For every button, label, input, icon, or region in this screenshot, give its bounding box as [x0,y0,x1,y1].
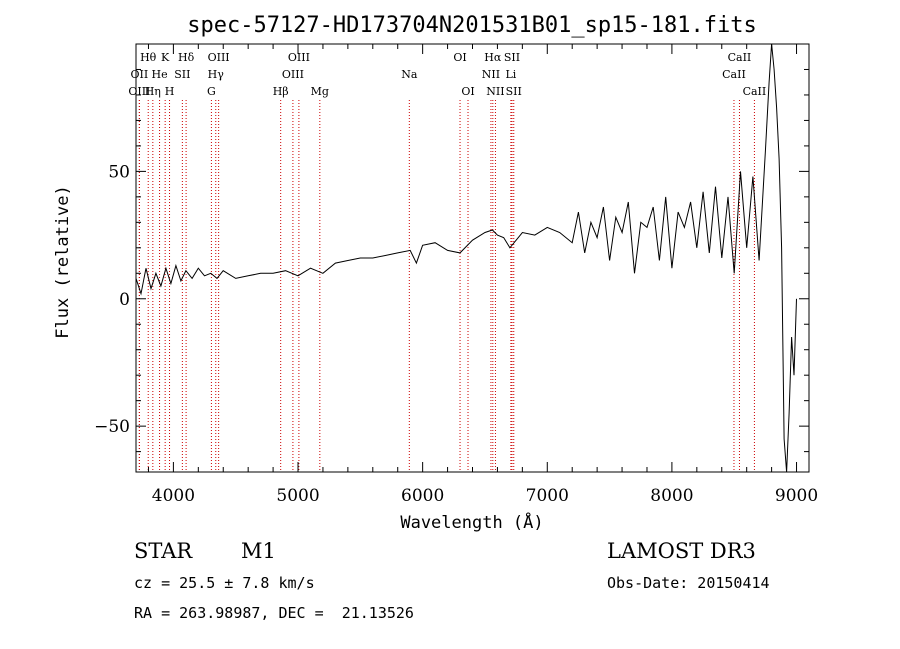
flux-series-line [135,43,797,473]
spectral-line-label: SII [174,68,190,81]
y-axis: 50 0 −50 [94,68,809,453]
spectral-line-label: Hβ [273,85,289,98]
spectral-line-label: OIII [128,85,150,98]
y-tick-label: −50 [94,417,130,437]
spectral-line-label: He [152,68,168,81]
x-axis: 4000 5000 6000 7000 8000 9000 [147,44,818,506]
x-tick-label: 6000 [401,486,444,506]
plot-frame [135,43,810,473]
survey-name: LAMOST DR3 [607,539,756,563]
x-tick-label: 7000 [526,486,569,506]
x-tick-label: 9000 [775,486,818,506]
spectral-line-label: Na [401,68,418,81]
spectral-line-label: H [165,85,175,98]
spectral-line-label: NII [482,68,500,81]
spectral-line-label: OIII [208,51,230,64]
spectral-line-label: OI [453,51,466,64]
spectral-line-label: OII [131,68,149,81]
y-tick-label: 0 [119,290,130,310]
x-tick-label: 5000 [276,486,319,506]
spectral-line-label: G [207,85,216,98]
chart-title: spec-57127-HD173704N201531B01_sp15-181.f… [187,13,757,38]
x-axis-label: Wavelength (Å) [400,511,543,533]
spectral-line-label: Mg [311,85,329,98]
object-subclass: M1 [241,539,276,563]
spectral-line-label: Hθ [140,51,157,64]
redshift-velocity: cz = 25.5 ± 7.8 km/s [134,574,315,592]
spectral-line-label: K [161,51,170,64]
x-tick-label: 8000 [650,486,693,506]
spectral-line-label: SII [506,85,522,98]
spectral-line-label: CaII [728,51,752,64]
observation-date: Obs-Date: 20150414 [607,574,770,592]
spectral-line-label: Hδ [178,51,195,64]
spectral-line-label: OI [461,85,474,98]
spectral-line-label: CaII [743,85,767,98]
coordinates: RA = 263.98987, DEC = 21.13526 [134,604,414,622]
x-tick-label: 4000 [152,486,195,506]
y-axis-label: Flux (relative) [53,185,73,339]
spectral-line-label: Hα [484,51,502,64]
spectral-line-label: Li [505,68,516,81]
spectral-line-label: CaII [722,68,746,81]
spectral-line-label: Hη [145,85,161,98]
spectral-line-label: OIII [282,68,304,81]
spectral-line-label: SII [504,51,520,64]
y-tick-label: 50 [108,162,130,182]
spectral-line-label: Hγ [208,68,225,81]
object-class: STAR [134,539,193,563]
spectral-line-label: OIII [288,51,310,64]
spectral-line-label: NII [486,85,504,98]
